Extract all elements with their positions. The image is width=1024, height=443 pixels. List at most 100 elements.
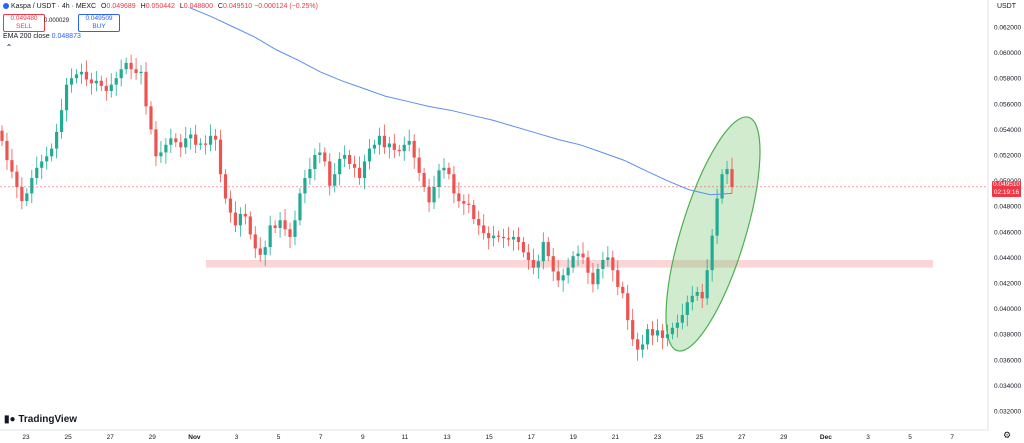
sell-button[interactable]: 0.049480 SELL (3, 14, 45, 32)
x-tick-label: 23 (22, 434, 30, 441)
candle-body (511, 236, 516, 240)
candle-body (69, 78, 74, 85)
candle-body (253, 234, 257, 249)
gear-icon[interactable]: ⚙ (1002, 430, 1012, 440)
y-tick-label: 0.038000 (994, 332, 1021, 339)
ema-label: EMA 200 close (3, 33, 50, 40)
candle-body (616, 270, 620, 287)
candle-body (645, 329, 650, 345)
candle-body (576, 253, 580, 257)
candle-body (641, 344, 645, 350)
candle-body (496, 235, 501, 237)
y-axis[interactable]: 0.062000 0.060000 0.058000 0.056000 0.054000… (994, 25, 1021, 416)
candle-body (40, 161, 44, 168)
buy-price: 0.049509 (85, 15, 113, 22)
candle-body (333, 174, 337, 186)
candle-body (298, 193, 302, 221)
x-tick-label: 5 (908, 434, 912, 441)
candle-body (541, 242, 545, 262)
candle-body (208, 135, 213, 145)
candle-body (303, 178, 307, 194)
candle-body (199, 143, 203, 145)
candles (0, 54, 734, 361)
candle-body (482, 225, 486, 234)
y-tick-label: 0.036000 (994, 357, 1021, 364)
candle-body (685, 302, 689, 315)
y-tick-label: 0.060000 (994, 50, 1021, 57)
candle-body (35, 167, 39, 179)
candle-body (655, 330, 660, 336)
candle-body (402, 144, 406, 152)
candle-body (352, 163, 357, 168)
candle-body (462, 201, 466, 204)
candle-body (730, 169, 734, 187)
y-tick-label: 0.058000 (994, 76, 1021, 83)
candle-body (149, 106, 153, 130)
candle-body (318, 152, 322, 155)
candle-body (452, 174, 456, 194)
close-value: 0.049510 (222, 3, 253, 10)
candle-body (631, 320, 635, 340)
open-value: 0.049689 (106, 3, 136, 10)
ema-legend[interactable]: EMA 200 close 0.048873 (3, 33, 81, 40)
candle-body (725, 169, 729, 175)
candle-body (223, 174, 228, 199)
x-tick-label: 15 (485, 434, 493, 441)
candle-body (720, 174, 724, 199)
x-tick-label: 25 (64, 434, 72, 441)
candle-body (372, 144, 377, 149)
candle-body (621, 286, 625, 294)
candle-body (204, 143, 208, 145)
x-axis[interactable]: 23 25 27 29 Nov 3 5 7 9 11 13 15 17 19 21 23 25 27 29 Dec 3 5… (22, 434, 954, 441)
candle-body (10, 160, 14, 172)
candle-body (189, 134, 193, 139)
candle-body (84, 71, 89, 80)
candle-body (492, 235, 496, 239)
x-tick-label: 3 (235, 434, 239, 441)
x-tick-label: 11 (402, 434, 409, 441)
candle-body (179, 142, 183, 148)
candle-body (263, 247, 267, 255)
candle-body (690, 295, 694, 303)
y-tick-label: 0.054000 (994, 127, 1021, 134)
candle-body (715, 198, 719, 236)
change-value: −0.000124 (−0.25%) (254, 3, 318, 10)
symbol-title[interactable]: Kaspa / USDT · 4h · MEXC (11, 3, 97, 10)
candle-body (636, 339, 640, 350)
candle-body (695, 291, 699, 296)
x-tick-label: 19 (570, 434, 578, 441)
candle-body (64, 84, 69, 111)
candle-body (94, 80, 98, 84)
candle-body (124, 62, 128, 70)
y-tick-label: 0.044000 (994, 255, 1021, 262)
breakout-ellipse-annotation (665, 116, 761, 352)
candle-body (536, 261, 540, 268)
candle-body (129, 62, 133, 70)
candle-body (109, 84, 113, 91)
tradingview-logo[interactable]: ▮● TradingView (4, 414, 77, 425)
candle-body (561, 275, 565, 281)
last-price-value: 0.049510 (992, 181, 1021, 188)
chevron-up-icon[interactable]: ⌃ (5, 43, 13, 52)
candle-body (134, 69, 138, 74)
candle-body (611, 257, 615, 271)
candle-body (571, 256, 575, 268)
candle-body (367, 148, 372, 162)
candle-body (0, 130, 4, 141)
candle-body (328, 161, 332, 186)
candle-body (313, 155, 317, 170)
candle-body (74, 74, 79, 79)
x-tick-label: 7 (950, 434, 954, 441)
candle-body (278, 220, 282, 228)
candle-body (447, 167, 451, 175)
candle-body (516, 236, 521, 243)
candle-body (104, 85, 108, 91)
currency-label[interactable]: USDT (996, 3, 1016, 10)
candle-body (472, 204, 476, 219)
candle-body (169, 138, 173, 145)
buy-button[interactable]: 0.049509 BUY (78, 14, 120, 32)
candle-body (154, 129, 158, 157)
y-tick-label: 0.042000 (994, 281, 1021, 288)
candle-body (238, 213, 242, 226)
